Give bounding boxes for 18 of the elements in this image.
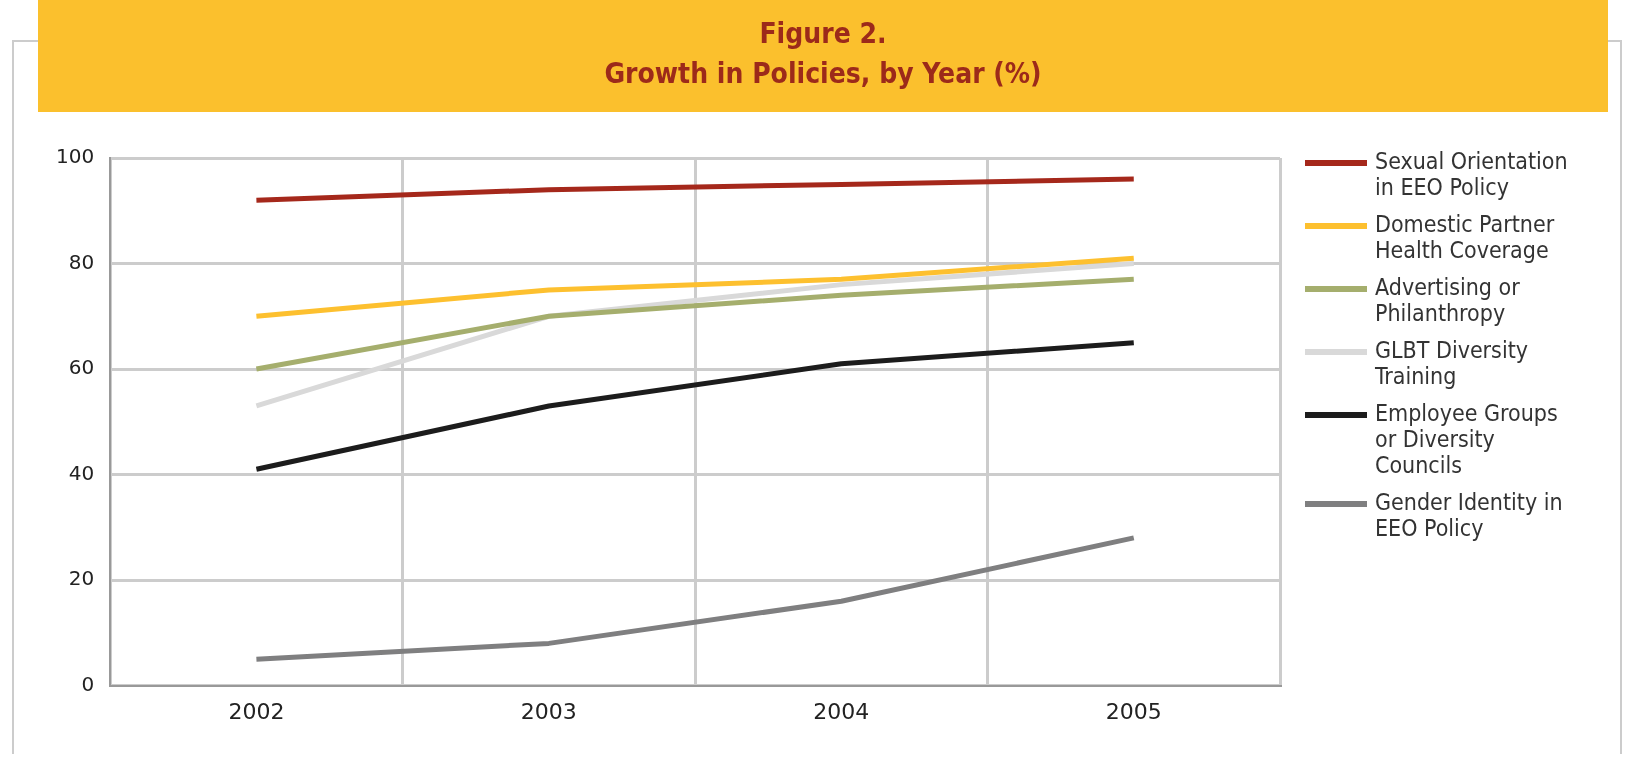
y-tick-label: 20 xyxy=(68,566,95,591)
y-tick-label: 100 xyxy=(55,144,95,169)
x-tick-label: 2005 xyxy=(1105,698,1162,724)
legend-label: Gender Identity in EEO Policy xyxy=(1375,489,1564,541)
x-tick-label: 2004 xyxy=(813,698,870,724)
y-tick-label: 80 xyxy=(68,249,95,274)
y-tick-label: 60 xyxy=(68,355,95,380)
legend-label: Domestic Partner Health Coverage xyxy=(1375,211,1556,263)
chart-title: Figure 2. xyxy=(758,16,888,52)
legend-label: Employee Groups or Diversity Councils xyxy=(1375,400,1559,478)
y-tick-label: 0 xyxy=(81,671,95,696)
legend-label: Advertising or Philanthropy xyxy=(1375,274,1521,326)
y-tick-label: 40 xyxy=(68,460,95,485)
legend-label: GLBT Diversity Training xyxy=(1375,337,1529,389)
x-tick-label: 2002 xyxy=(228,698,285,724)
legend-label: Sexual Orientation in EEO Policy xyxy=(1375,148,1569,200)
chart-subtitle: Growth in Policies, by Year (%) xyxy=(603,56,1043,92)
x-tick-label: 2003 xyxy=(520,698,577,724)
